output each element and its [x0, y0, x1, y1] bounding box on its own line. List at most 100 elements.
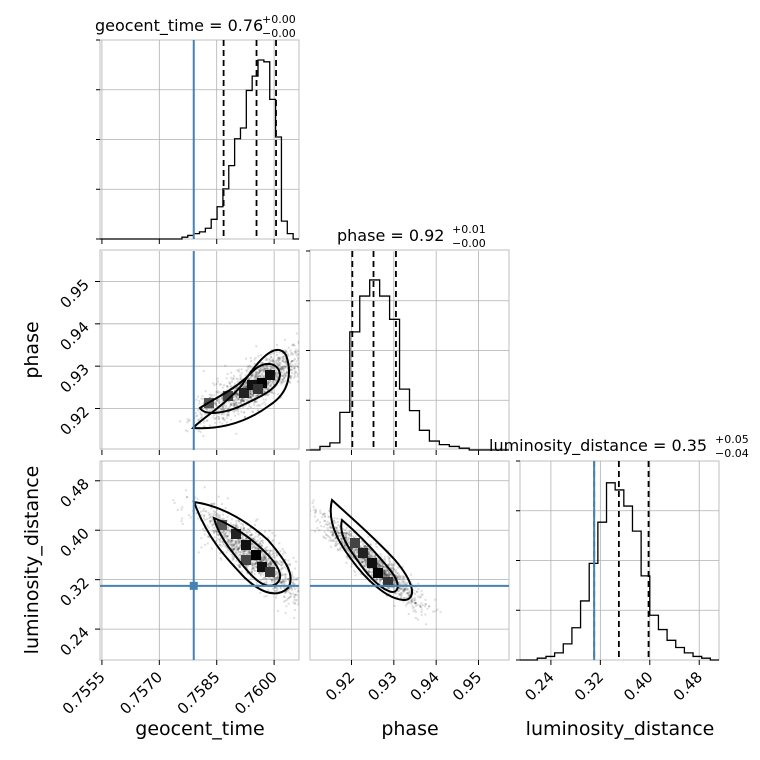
- sample-point: [339, 534, 342, 537]
- sample-point: [355, 551, 358, 554]
- sample-point: [228, 532, 231, 535]
- sample-point: [239, 403, 242, 406]
- sample-point: [305, 583, 307, 585]
- sample-point: [267, 379, 270, 382]
- sample-point: [223, 536, 226, 539]
- sample-point: [245, 384, 248, 387]
- sample-point: [258, 572, 261, 575]
- sample-point: [268, 552, 271, 555]
- sample-point: [236, 563, 239, 566]
- sample-point: [286, 562, 289, 565]
- sample-point: [232, 544, 235, 547]
- sample-point: [230, 518, 233, 521]
- sample-point: [303, 600, 305, 602]
- sample-point: [358, 558, 361, 561]
- sample-point: [184, 429, 187, 432]
- sample-point: [237, 394, 240, 397]
- sample-point: [376, 565, 379, 568]
- sample-point: [268, 361, 271, 364]
- sample-point: [260, 375, 263, 378]
- sample-point: [253, 538, 256, 541]
- sample-point: [249, 551, 252, 554]
- sample-point: [357, 557, 360, 560]
- sample-point: [377, 564, 380, 567]
- sample-point: [234, 387, 237, 390]
- sample-point: [228, 405, 231, 408]
- sample-point: [252, 378, 255, 381]
- sample-point: [226, 497, 229, 500]
- sample-point: [303, 508, 305, 510]
- sample-point: [353, 548, 356, 551]
- sample-point: [215, 513, 218, 516]
- sample-point: [238, 565, 241, 568]
- sample-point: [263, 370, 266, 373]
- sample-point: [236, 538, 239, 541]
- sample-point: [271, 381, 274, 384]
- sample-point: [235, 522, 238, 525]
- x-tick-label: 0.95: [449, 668, 485, 704]
- sample-point: [283, 595, 286, 598]
- sample-point: [261, 558, 264, 561]
- sample-point: [232, 396, 235, 399]
- sample-point: [296, 593, 299, 596]
- sample-point: [356, 548, 359, 551]
- sample-point: [250, 375, 253, 378]
- sample-point: [272, 576, 275, 579]
- sample-point: [381, 577, 384, 580]
- sample-point: [229, 382, 232, 385]
- sample-point: [293, 367, 296, 370]
- sample-point: [385, 574, 388, 577]
- sample-point: [253, 401, 256, 404]
- sample-point: [264, 387, 267, 390]
- sample-point: [345, 556, 348, 559]
- panel-hist-geocent_time: geocent_time = 0.76 +0.00 −0.00: [95, 13, 300, 240]
- sample-point: [234, 401, 237, 404]
- sample-point: [228, 528, 231, 531]
- sample-point: [322, 525, 325, 528]
- sample-point: [420, 602, 423, 605]
- sample-point: [314, 512, 317, 515]
- sample-point: [233, 403, 236, 406]
- sample-point: [350, 547, 353, 550]
- sample-point: [345, 526, 348, 529]
- sample-point: [289, 365, 292, 368]
- sample-point: [271, 358, 274, 361]
- sample-point: [232, 548, 235, 551]
- sample-point: [251, 546, 254, 549]
- sample-point: [234, 386, 237, 389]
- sample-point: [362, 545, 365, 548]
- sample-point: [256, 372, 259, 375]
- sample-point: [215, 404, 218, 407]
- sample-point: [213, 502, 216, 505]
- sample-point: [217, 398, 220, 401]
- sample-point: [267, 364, 270, 367]
- sample-point: [439, 611, 442, 614]
- sample-point: [258, 372, 261, 375]
- sample-point: [248, 393, 251, 396]
- sample-point: [398, 590, 401, 593]
- sample-point: [248, 534, 251, 537]
- sample-point: [235, 409, 238, 412]
- sample-point: [408, 593, 411, 596]
- sample-point: [254, 535, 257, 538]
- sample-point: [276, 570, 279, 573]
- sample-point: [239, 377, 242, 380]
- sample-point: [250, 390, 253, 393]
- sample-point: [266, 364, 269, 367]
- sample-point: [225, 401, 228, 404]
- sample-point: [214, 401, 217, 404]
- sample-point: [226, 519, 229, 522]
- sample-point: [279, 586, 282, 589]
- sample-point: [345, 540, 348, 543]
- sample-point: [265, 359, 268, 362]
- sample-point: [202, 517, 205, 520]
- sample-point: [297, 589, 299, 592]
- sample-point: [253, 375, 256, 378]
- sample-point: [261, 544, 264, 547]
- sample-point: [229, 539, 232, 542]
- sample-point: [230, 403, 233, 406]
- sample-point: [275, 561, 278, 564]
- sample-point: [281, 365, 284, 368]
- sample-point: [286, 370, 289, 373]
- sample-point: [225, 545, 228, 548]
